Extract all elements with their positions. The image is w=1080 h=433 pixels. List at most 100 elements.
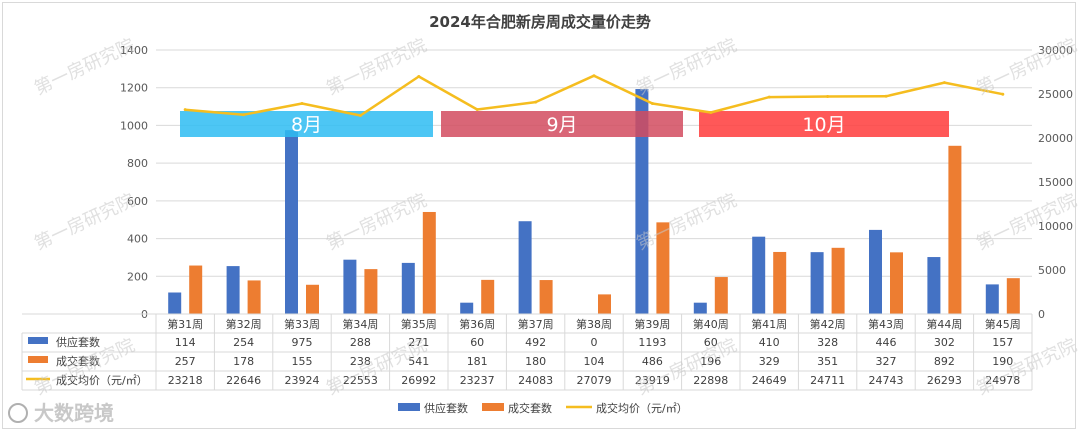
y-left-tick-label: 1200: [120, 82, 148, 95]
table-cell: 155: [292, 355, 313, 368]
y-right-tick-label: 0: [1038, 308, 1045, 321]
table-cell: 22898: [693, 374, 728, 387]
table-cell: 22646: [226, 374, 261, 387]
y-left-tick-label: 800: [127, 157, 148, 170]
bar-deal: [364, 269, 378, 314]
table-cell: 541: [408, 355, 429, 368]
bar-deal: [773, 251, 787, 314]
x-tick-label: 第44周: [926, 317, 962, 331]
x-tick-label: 第43周: [868, 317, 904, 331]
y-left-tick-label: 1000: [120, 119, 148, 132]
x-tick-label: 第37周: [518, 317, 554, 331]
bar-deal: [422, 211, 436, 314]
x-tick-label: 第36周: [459, 317, 495, 331]
table-cell: 24978: [985, 374, 1020, 387]
x-tick-label: 第45周: [985, 317, 1021, 331]
x-tick-label: 第32周: [226, 317, 262, 331]
line-point: [884, 94, 888, 98]
legend-label: 成交套数: [508, 401, 552, 415]
x-tick-label: 第33周: [284, 317, 320, 331]
line-point: [358, 114, 362, 118]
table-cell: 24711: [810, 374, 845, 387]
logo-text: 大数跨境: [34, 401, 114, 425]
table-cell: 22553: [343, 374, 378, 387]
x-tick-label: 第39周: [634, 317, 670, 331]
table-cell: 327: [876, 355, 897, 368]
table-cell: 60: [470, 336, 484, 349]
table-cell: 492: [525, 336, 546, 349]
watermark: 第一房研究院: [323, 190, 430, 255]
bar-supply: [985, 284, 999, 314]
y-right-tick-label: 30000: [1038, 44, 1073, 57]
line-point: [709, 110, 713, 114]
table-legend-key: [28, 356, 48, 363]
y-right-tick-label: 10000: [1038, 220, 1073, 233]
table-cell: 178: [233, 355, 254, 368]
table-cell: 302: [934, 336, 955, 349]
table-cell: 104: [584, 355, 605, 368]
bar-deal: [831, 247, 845, 314]
table-series-name: 成交套数: [56, 354, 100, 368]
table-cell: 114: [175, 336, 196, 349]
month-band-label: 8月: [291, 114, 322, 136]
y-left-tick-label: 200: [127, 270, 148, 283]
x-tick-label: 第35周: [401, 317, 437, 331]
table-cell: 254: [233, 336, 254, 349]
bar-deal: [189, 265, 203, 314]
line-point: [1001, 92, 1005, 96]
bar-supply: [752, 236, 766, 314]
table-cell: 27079: [577, 374, 612, 387]
x-tick-label: 第31周: [167, 317, 203, 331]
bar-deal: [1006, 278, 1020, 314]
table-cell: 26992: [401, 374, 436, 387]
y-left-tick-label: 1400: [120, 44, 148, 57]
bar-supply: [810, 252, 824, 314]
month-band: [180, 111, 433, 137]
table-cell: 892: [934, 355, 955, 368]
y-right-tick-label: 5000: [1038, 264, 1066, 277]
x-tick-label: 第41周: [751, 317, 787, 331]
table-cell: 181: [467, 355, 488, 368]
bar-deal: [481, 279, 495, 314]
bar-deal: [539, 280, 553, 314]
line-point: [592, 74, 596, 78]
line-point: [826, 95, 830, 99]
table-legend-key: [28, 337, 48, 344]
table-cell: 196: [700, 355, 721, 368]
bar-supply: [635, 89, 649, 314]
chart-title: 2024年合肥新房周成交量价走势: [429, 13, 651, 31]
legend-label: 供应套数: [424, 401, 468, 415]
watermark: 第一房研究院: [323, 35, 430, 100]
bar-deal: [948, 145, 962, 314]
y-right-tick-label: 25000: [1038, 88, 1073, 101]
x-tick-label: 第38周: [576, 317, 612, 331]
line-point: [942, 81, 946, 85]
legend-key: [482, 403, 504, 411]
line-point: [650, 102, 654, 106]
x-tick-label: 第40周: [693, 317, 729, 331]
bar-deal: [598, 294, 611, 314]
bar-supply: [869, 229, 882, 314]
watermark: 第一房研究院: [31, 190, 138, 255]
bar-deal: [306, 284, 319, 314]
table-cell: 24743: [869, 374, 904, 387]
bar-supply: [693, 302, 707, 314]
y-right-tick-label: 20000: [1038, 132, 1073, 145]
table-cell: 23919: [635, 374, 670, 387]
watermark: 第一房研究院: [633, 190, 740, 255]
table-cell: 351: [817, 355, 838, 368]
month-band: [441, 111, 683, 137]
table-cell: 180: [525, 355, 546, 368]
table-cell: 23237: [460, 374, 495, 387]
table-cell: 0: [591, 336, 598, 349]
table-cell: 446: [876, 336, 897, 349]
table-series-name: 成交均价（元/㎡）: [56, 373, 148, 387]
table-cell: 329: [759, 355, 780, 368]
bar-supply: [343, 259, 357, 314]
table-cell: 1193: [638, 336, 666, 349]
line-point: [475, 108, 479, 112]
line-point: [242, 113, 246, 117]
bar-supply: [401, 262, 415, 314]
legend-label: 成交均价（元/㎡）: [596, 401, 688, 415]
